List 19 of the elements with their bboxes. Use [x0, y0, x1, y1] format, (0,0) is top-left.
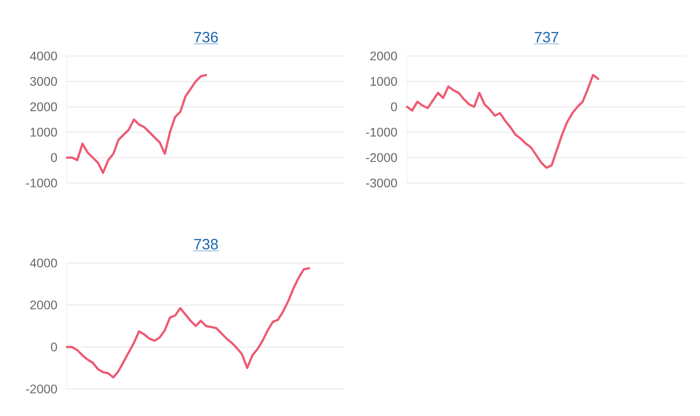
y-tick-label: 2000 — [30, 300, 57, 310]
y-tick-label: 1000 — [30, 128, 57, 137]
y-tick-label: 2000 — [370, 52, 397, 60]
y-tick-label: -1000 — [366, 128, 397, 137]
y-tick-label: 0 — [51, 153, 57, 162]
y-tick-label: 1000 — [370, 76, 397, 86]
chart-title: 737 — [534, 32, 558, 42]
y-tick-label: -3000 — [366, 178, 397, 188]
y-tick-label: 2000 — [30, 102, 57, 112]
y-tick-label: 4000 — [30, 258, 57, 268]
y-tick-label: -2000 — [26, 384, 57, 394]
y-tick-label: 4000 — [30, 52, 57, 60]
chart-title: 738 — [194, 238, 218, 250]
y-tick-label: 0 — [51, 342, 57, 352]
y-tick-label: 0 — [391, 102, 397, 112]
y-tick-label: -2000 — [366, 153, 397, 162]
y-tick-label: -1000 — [26, 178, 57, 188]
chart-title: 736 — [194, 32, 218, 42]
y-tick-label: 3000 — [30, 76, 57, 86]
